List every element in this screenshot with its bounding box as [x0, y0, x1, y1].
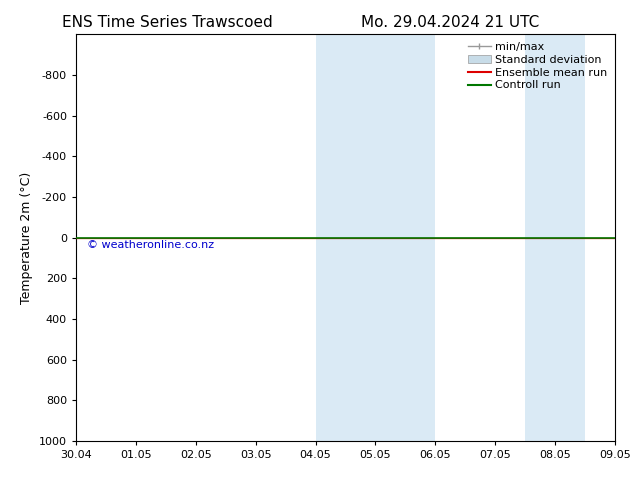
- Bar: [375, 34, 436, 441]
- Legend: min/max, Standard deviation, Ensemble mean run, Controll run: min/max, Standard deviation, Ensemble me…: [466, 40, 609, 93]
- Y-axis label: Temperature 2m (°C): Temperature 2m (°C): [20, 172, 34, 304]
- Bar: [316, 34, 375, 441]
- Bar: [555, 34, 585, 441]
- Text: ENS Time Series Trawscoed: ENS Time Series Trawscoed: [62, 15, 273, 30]
- Bar: [525, 34, 555, 441]
- Text: Mo. 29.04.2024 21 UTC: Mo. 29.04.2024 21 UTC: [361, 15, 540, 30]
- Text: © weatheronline.co.nz: © weatheronline.co.nz: [87, 240, 214, 250]
